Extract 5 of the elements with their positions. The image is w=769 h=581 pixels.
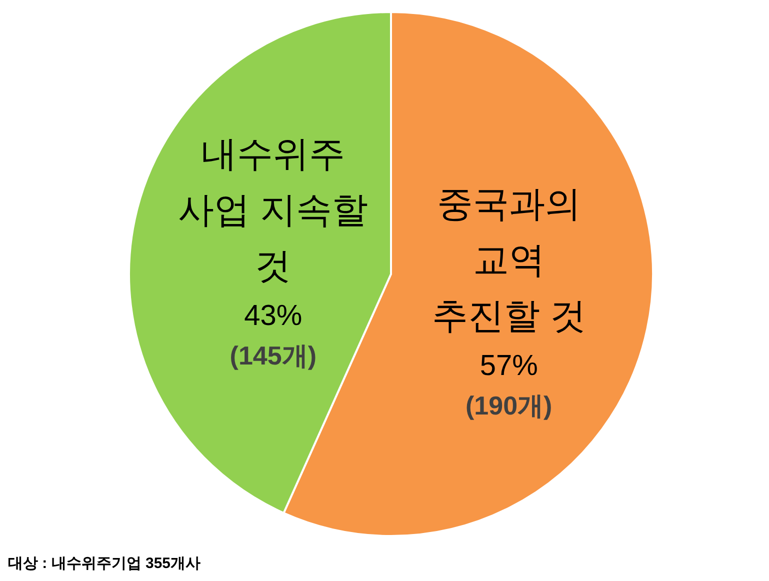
data-label: 57% (190개) [465, 350, 552, 421]
slice-label: 내수위주 사업 지속할 것 [178, 132, 368, 286]
text: 대상 : 내수위주기업 355개사 [8, 555, 201, 572]
data-label: 43% (145개) [230, 300, 317, 370]
slice-label: 중국과의 교역 추진할 것 [432, 183, 586, 336]
